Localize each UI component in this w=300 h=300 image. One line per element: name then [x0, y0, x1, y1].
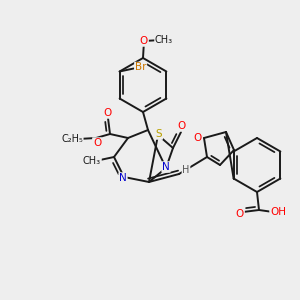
Text: Br: Br [135, 62, 146, 73]
Text: O: O [140, 36, 148, 46]
Text: CH₃: CH₃ [83, 156, 101, 166]
Text: CH₃: CH₃ [155, 35, 173, 45]
Text: OH: OH [270, 207, 286, 217]
Text: H: H [182, 165, 190, 175]
Text: O: O [178, 121, 186, 131]
Text: O: O [104, 108, 112, 118]
Text: N: N [162, 162, 170, 172]
Text: N: N [119, 173, 127, 183]
Text: C₂H₅: C₂H₅ [61, 134, 83, 144]
Text: S: S [156, 129, 162, 139]
Text: O: O [193, 133, 201, 143]
Text: O: O [236, 209, 244, 219]
Text: O: O [93, 138, 101, 148]
